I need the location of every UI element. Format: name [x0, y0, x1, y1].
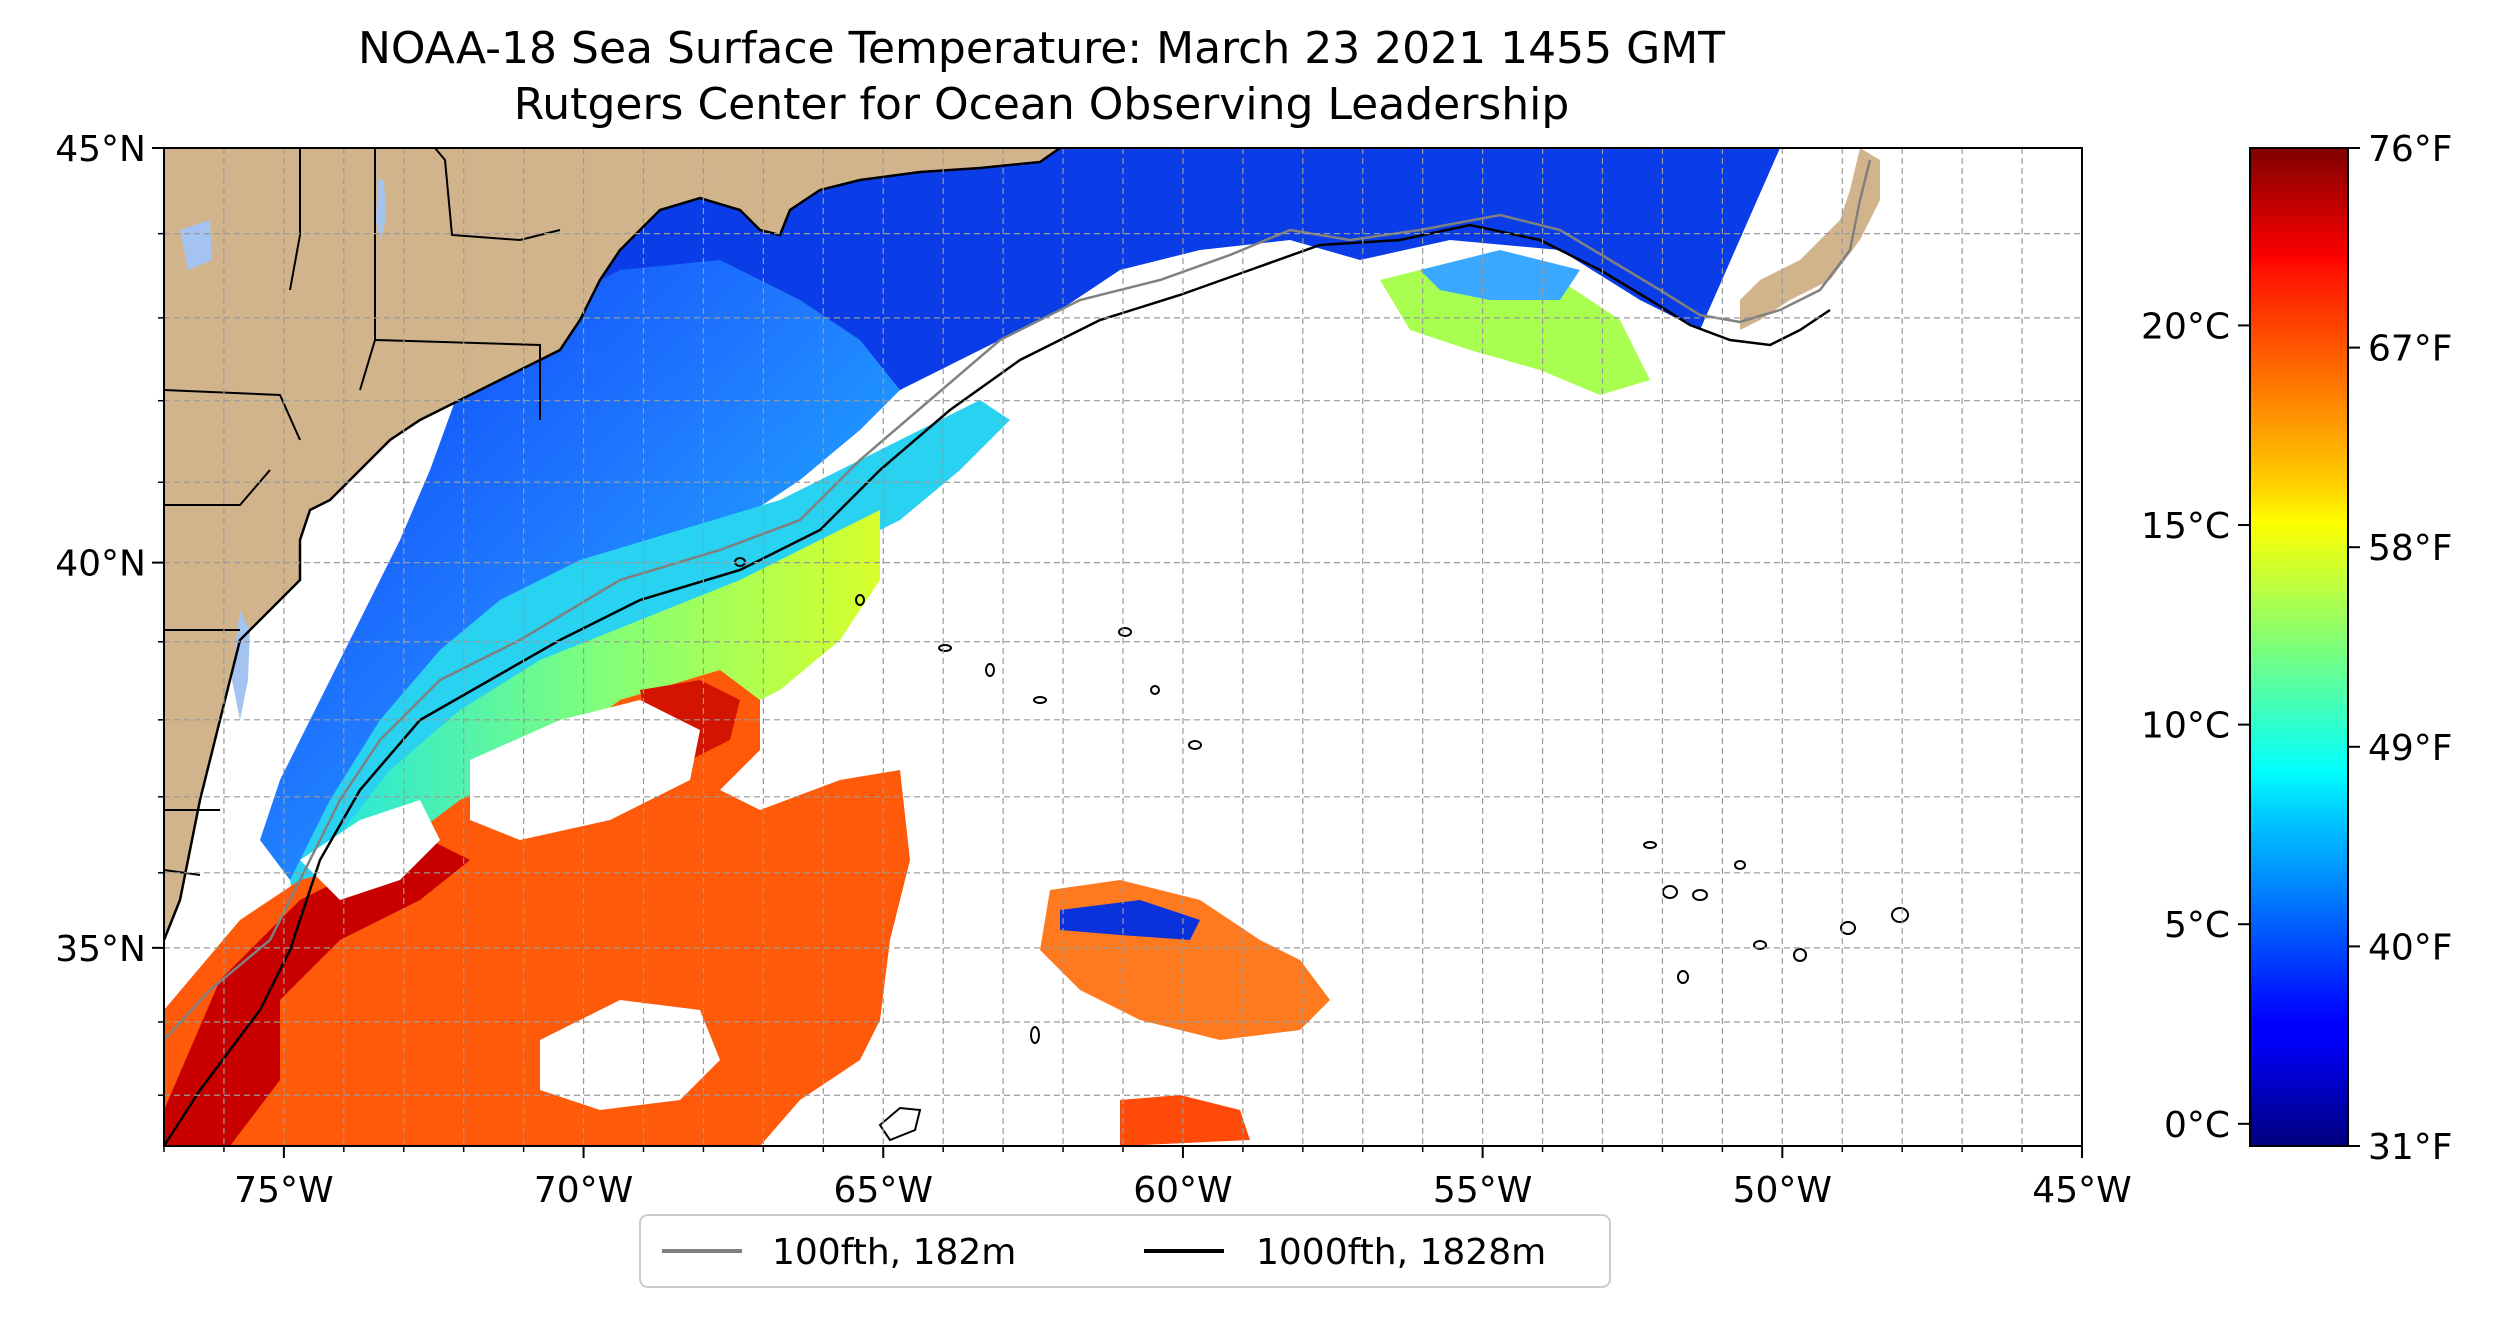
chesapeake-bay [232, 610, 250, 720]
legend-label-1000fth: 1000fth, 1828m [1256, 1232, 1546, 1273]
colorbar-gradient [2249, 147, 2349, 1147]
sst-shelf-break-band [290, 400, 1010, 930]
colorbar-celsius-label: 0°C [2164, 1105, 2230, 1146]
longitude-axis: 75°W 70°W 65°W 60°W 55°W 50°W 45°W [234, 1146, 2132, 1211]
colorbar-celsius-ticks: 0°C 5°C 10°C 15°C 20°C [2141, 306, 2250, 1146]
lon-tick-label: 75°W [234, 1170, 333, 1211]
colorbar-celsius-label: 15°C [2141, 506, 2230, 547]
cloud-gap-2 [300, 800, 440, 900]
colorbar-fahrenheit-label: 76°F [2368, 129, 2453, 170]
legend-label-100fth: 100fth, 182m [772, 1232, 1016, 1273]
lat-tick-label: 45°N [55, 129, 146, 170]
coastline [164, 148, 1061, 941]
cape-cod-water [180, 220, 212, 270]
colorbar-fahrenheit-label: 31°F [2368, 1127, 2453, 1168]
sst-imagery [164, 148, 1780, 1146]
seamounts [734, 557, 1909, 1142]
sst-patch-northeast-cyan [1420, 250, 1580, 300]
lon-tick-label: 50°W [1733, 1170, 1832, 1211]
colorbar-fahrenheit-label: 67°F [2368, 329, 2453, 370]
colorbar-celsius-label: 5°C [2164, 905, 2230, 946]
state-borders [164, 148, 561, 876]
colorbar-fahrenheit-ticks: 31°F 40°F 49°F 58°F 67°F 76°F [2348, 129, 2453, 1168]
sst-gulf-stream [164, 670, 910, 1146]
colorbar-celsius-label: 10°C [2141, 706, 2230, 747]
colorbar: 0°C 5°C 10°C 15°C 20°C 31°F 40°F 49°F 58°F 67°F 7… [2141, 129, 2452, 1168]
isobath-1000fth [164, 223, 1831, 1146]
lake-champlain [376, 180, 386, 240]
land [164, 148, 1880, 940]
sst-patch-northeast [1380, 260, 1650, 395]
lon-tick-label: 45°W [2032, 1170, 2131, 1211]
latitude-axis: 35°N 40°N 45°N [55, 129, 164, 970]
sst-warm-core [164, 840, 470, 1146]
lon-tick-label: 70°W [534, 1170, 633, 1211]
colorbar-fahrenheit-label: 58°F [2368, 528, 2453, 569]
graticule [164, 148, 2082, 1146]
lon-tick-label: 60°W [1133, 1170, 1232, 1211]
legend-box [639, 1214, 1611, 1288]
map-panel [164, 148, 2082, 1146]
map-subtitle: Rutgers Center for Ocean Observing Leade… [513, 79, 1570, 130]
sst-patch-south [1120, 1095, 1250, 1146]
lon-tick-label: 55°W [1433, 1170, 1532, 1211]
cloud-gap-1 [470, 700, 700, 840]
lat-tick-label: 40°N [55, 544, 146, 585]
north-america-landmass [164, 148, 1060, 940]
sst-patch-central-blue [1060, 900, 1200, 940]
colorbar-fahrenheit-label: 49°F [2368, 728, 2453, 769]
colorbar-fahrenheit-label: 40°F [2368, 927, 2453, 968]
lon-tick-label: 65°W [834, 1170, 933, 1211]
colorbar-celsius-label: 20°C [2141, 306, 2230, 347]
legend: 100fth, 182m 1000fth, 1828m [639, 1214, 1611, 1288]
isobath-100fth [164, 159, 1872, 1041]
map-title: NOAA-18 Sea Surface Temperature: March 2… [357, 23, 1726, 74]
lat-tick-label: 35°N [55, 929, 146, 970]
cloud-gap-3 [540, 1000, 720, 1110]
nova-scotia-coast [1740, 148, 1880, 330]
